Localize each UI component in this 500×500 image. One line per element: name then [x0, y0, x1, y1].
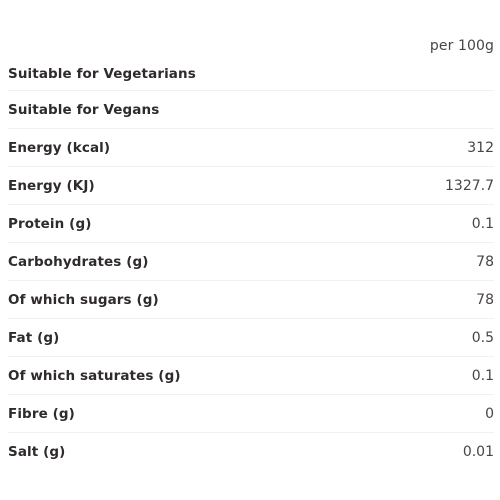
table-row-energy-kj: Energy (KJ) 1327.7	[0, 167, 500, 205]
row-label: Suitable for Vegetarians	[8, 65, 196, 82]
table-header-row: per 100g	[0, 24, 500, 68]
table-row-salt: Salt (g) 0.01	[0, 433, 500, 471]
table-row-fat: Fat (g) 0.5	[0, 319, 500, 357]
row-label: Fibre (g)	[8, 406, 75, 422]
row-label: Suitable for Vegans	[8, 102, 160, 118]
nutrition-table: per 100g Suitable for Vegetarians Suitab…	[0, 24, 500, 471]
row-label: Energy (kcal)	[8, 140, 111, 156]
table-row-energy-kcal: Energy (kcal) 312	[0, 129, 500, 167]
row-value: 78	[476, 254, 494, 270]
row-value: 0.5	[471, 330, 494, 346]
row-value: 78	[476, 292, 494, 308]
row-label: Fat (g)	[8, 330, 60, 346]
table-row-suitable-for-vegetarians: Suitable for Vegetarians	[0, 56, 500, 91]
row-value: 312	[467, 140, 494, 156]
table-row-of-which-sugars: Of which sugars (g) 78	[0, 281, 500, 319]
row-label: Of which saturates (g)	[8, 368, 181, 384]
row-value: 0.1	[471, 368, 494, 384]
table-row-protein: Protein (g) 0.1	[0, 205, 500, 243]
row-value: 0	[485, 406, 494, 422]
row-value: 0.01	[462, 444, 494, 460]
table-row-carbohydrates: Carbohydrates (g) 78	[0, 243, 500, 281]
row-value: 1327.7	[445, 178, 494, 194]
row-label: Salt (g)	[8, 444, 66, 460]
column-header-per-100g: per 100g	[429, 38, 494, 54]
row-label: Of which sugars (g)	[8, 292, 159, 308]
row-label: Energy (KJ)	[8, 178, 95, 194]
row-label: Carbohydrates (g)	[8, 254, 149, 270]
row-value: 0.1	[471, 216, 494, 232]
table-row-suitable-for-vegans: Suitable for Vegans	[0, 91, 500, 129]
table-row-fibre: Fibre (g) 0	[0, 395, 500, 433]
row-label: Protein (g)	[8, 216, 92, 232]
table-row-of-which-saturates: Of which saturates (g) 0.1	[0, 357, 500, 395]
